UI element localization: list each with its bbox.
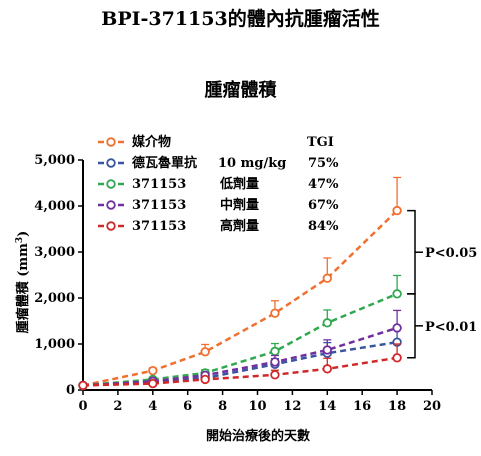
y-tick-label: 4,000 [34, 199, 75, 214]
data-point [148, 378, 158, 389]
series-line [82, 326, 398, 387]
legend-dose: 低劑量 [219, 176, 259, 192]
legend-name: 371153 [132, 177, 186, 192]
series-group [78, 176, 402, 391]
x-tick-label: 14 [318, 399, 336, 414]
legend-tgi: 75% [308, 156, 339, 171]
x-tick-label: 6 [183, 399, 192, 414]
significance-annotations: P<0.05 P<0.01 [407, 209, 477, 359]
legend-dose: 中劑量 [220, 197, 259, 213]
significance-label: P<0.05 [425, 246, 477, 261]
x-tick-label: 4 [148, 399, 157, 414]
data-point [270, 308, 280, 318]
data-point [392, 205, 402, 216]
legend-dose: 高劑量 [220, 218, 259, 234]
data-point [322, 273, 332, 283]
data-point [148, 365, 158, 376]
series-line [82, 292, 398, 387]
axes: 0 2 4 6 8 10 12 14 16 18 20 0 1,000 2,000 3,000 4,000 5,… [34, 153, 441, 414]
legend-marker [106, 158, 116, 168]
legend-marker [106, 221, 116, 231]
x-tick-label: 16 [353, 399, 371, 414]
x-tick-label: 10 [248, 399, 266, 414]
data-point [270, 357, 280, 367]
data-point [392, 353, 402, 363]
series-line [82, 356, 398, 387]
x-tick-label: 18 [388, 399, 406, 414]
x-tick-label: 8 [218, 399, 227, 414]
page-title: BPI-371153的體內抗腫瘤活性 [101, 8, 380, 30]
y-tick-label: 0 [66, 383, 75, 398]
series-4 [78, 343, 402, 391]
legend-name: 媒介物 [132, 134, 171, 150]
series-2 [78, 274, 402, 391]
y-axis-label-main: 腫瘤體積 (mm [15, 243, 31, 333]
significance-bracket [407, 209, 416, 295]
legend-name: 德瓦魯單抗 [132, 155, 197, 171]
legend-tgi: 67% [308, 198, 339, 213]
data-point [392, 323, 402, 333]
data-point [78, 380, 88, 391]
x-tick-label: 2 [113, 399, 122, 414]
y-tick-label: 1,000 [34, 337, 75, 352]
series-line [82, 340, 398, 387]
legend-tgi: 84% [308, 219, 339, 234]
significance-label: P<0.01 [425, 320, 477, 335]
legend-marker [106, 200, 116, 210]
y-tick-label: 3,000 [34, 245, 75, 260]
data-point [200, 347, 210, 357]
legend-tgi: 47% [308, 177, 339, 192]
chart-title: 腫瘤體積 [204, 80, 277, 101]
series-1 [78, 326, 402, 391]
data-point [322, 345, 332, 355]
data-point [322, 318, 332, 328]
legend-marker [106, 179, 116, 189]
legend-dose: 10 mg/kg [218, 156, 286, 171]
significance-bracket [407, 293, 416, 359]
legend-marker [106, 137, 116, 147]
x-tick-label: 12 [283, 399, 301, 414]
y-axis-label-close: ) [16, 231, 31, 237]
data-point [270, 370, 280, 380]
legend-header: TGI [307, 135, 334, 150]
legend-name: 371153 [132, 219, 186, 234]
x-tick-label: 0 [78, 399, 87, 414]
series-line [82, 209, 398, 387]
y-axis-label-sup: 3 [15, 237, 25, 243]
x-axis-label: 開始治療後的天數 [206, 428, 310, 444]
data-point [322, 364, 332, 374]
data-point [392, 289, 402, 299]
x-tick-label: 20 [423, 399, 441, 414]
data-point [270, 346, 280, 357]
data-point [200, 374, 210, 385]
y-tick-label: 2,000 [34, 291, 75, 306]
legend-name: 371153 [132, 198, 186, 213]
y-tick-label: 5,000 [34, 153, 75, 168]
y-axis-label: 腫瘤體積 (mm3) [15, 231, 31, 334]
